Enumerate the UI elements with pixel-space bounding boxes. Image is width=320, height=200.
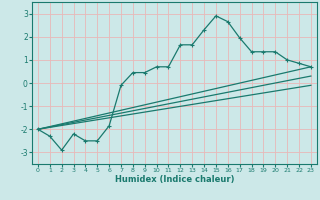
X-axis label: Humidex (Indice chaleur): Humidex (Indice chaleur) (115, 175, 234, 184)
